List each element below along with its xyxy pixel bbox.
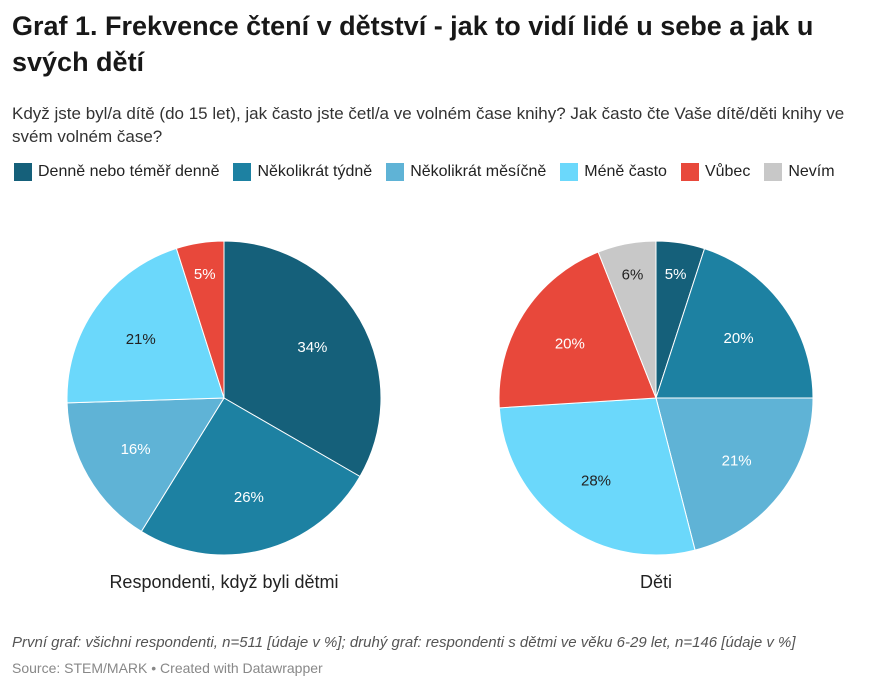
pie-slice	[223, 240, 382, 478]
pie-slice	[655, 397, 814, 551]
legend-label: Denně nebo téměř denně	[38, 163, 220, 180]
pie-slice	[175, 240, 225, 399]
legend-swatch	[764, 163, 783, 181]
legend-item: Vůbec	[680, 163, 751, 181]
chart-notes: První graf: všichni respondenti, n=511 […	[12, 634, 796, 651]
pie-label: Děti	[640, 572, 672, 592]
slice-label: 28%	[581, 473, 611, 490]
pie-slice	[498, 251, 657, 409]
legend-item: Nevím	[764, 163, 835, 181]
legend-item: Denně nebo téměř denně	[14, 163, 219, 181]
slice-label: 34%	[297, 339, 327, 356]
legend-label: Několikrát měsíčně	[410, 163, 547, 180]
pie-slice	[66, 397, 225, 533]
slice-label: 6%	[622, 267, 644, 284]
pie-label: Respondenti, když byli dětmi	[109, 572, 338, 592]
slice-label: 20%	[724, 330, 754, 347]
slice-label: 21%	[126, 331, 156, 348]
legend-item: Několikrát týdně	[233, 163, 372, 181]
legend-item: Méně často	[560, 163, 667, 181]
pie-slice	[597, 240, 657, 399]
slice-label: 21%	[722, 453, 752, 470]
legend-swatch	[233, 163, 252, 181]
legend: Denně nebo téměř denně Několikrát týdně Ně…	[14, 163, 874, 181]
slice-label: 5%	[194, 266, 216, 283]
pie-slice	[140, 397, 361, 556]
legend-swatch	[560, 163, 579, 181]
legend-swatch	[14, 163, 32, 181]
legend-label: Vůbec	[704, 163, 751, 180]
legend-swatch	[680, 163, 699, 181]
pie-slice	[66, 247, 225, 404]
chart-subtitle: Když jste byl/a dítě (do 15 let), jak ča…	[12, 104, 845, 146]
legend-label: Několikrát týdně	[257, 163, 373, 180]
slice-label: 16%	[121, 441, 151, 458]
legend-label: Nevím	[788, 163, 835, 180]
pie-slice	[655, 248, 814, 399]
pie-slice	[498, 397, 696, 556]
slice-label: 26%	[234, 489, 264, 506]
legend-label: Méně často	[584, 163, 667, 180]
legend-item: Několikrát měsíčně	[386, 163, 546, 181]
chart-title: Graf 1. Frekvence čtení v dětství - jak …	[12, 11, 814, 77]
legend-swatch	[386, 163, 405, 181]
slice-label: 5%	[665, 266, 687, 283]
chart-source: Source: STEM/MARK • Created with Datawra…	[12, 660, 323, 676]
slice-label: 20%	[555, 335, 585, 352]
